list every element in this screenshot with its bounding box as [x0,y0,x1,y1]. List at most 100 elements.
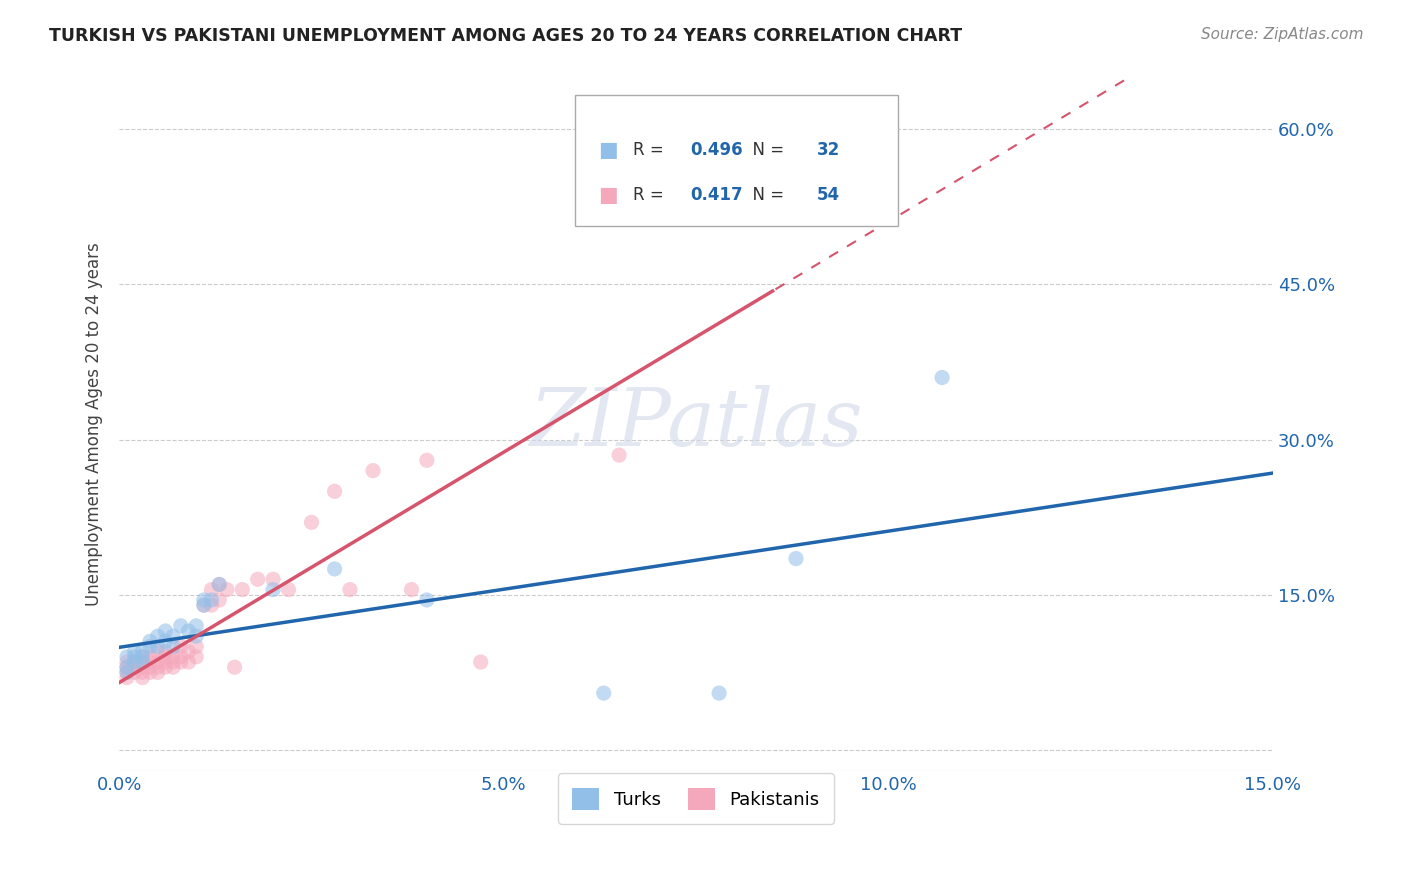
Point [208,577,231,591]
Point [139,655,162,669]
Point [170,655,193,669]
Point [115,655,138,669]
Point [170,640,193,654]
Point [592,686,614,700]
Point [401,582,423,597]
Point [124,660,146,674]
Point [186,629,208,643]
Point [131,665,153,680]
Point [186,640,208,654]
Point [124,645,146,659]
Point [262,572,284,586]
Text: ■: ■ [598,186,617,205]
Point [139,665,162,680]
Point [301,516,323,530]
Point [762,153,785,168]
Point [115,660,138,674]
Point [131,649,153,664]
Text: R =: R = [633,141,669,160]
Point [131,645,153,659]
Point [162,660,184,674]
Point [416,593,439,607]
Point [155,649,177,664]
Point [124,649,146,664]
Point [262,582,284,597]
Point [124,665,146,680]
Point [186,649,208,664]
Point [162,655,184,669]
Point [339,582,361,597]
Point [155,660,177,674]
Point [931,370,953,384]
Point [146,665,169,680]
Point [416,453,439,467]
Point [139,660,162,674]
Text: TURKISH VS PAKISTANI UNEMPLOYMENT AMONG AGES 20 TO 24 YEARS CORRELATION CHART: TURKISH VS PAKISTANI UNEMPLOYMENT AMONG … [49,27,962,45]
Point [131,655,153,669]
Point [470,655,492,669]
Text: R =: R = [633,186,669,204]
Point [186,619,208,633]
Point [155,655,177,669]
Point [177,645,200,659]
Point [200,598,222,612]
Point [139,649,162,664]
Text: ZIPatlas: ZIPatlas [529,385,863,463]
Point [200,582,222,597]
Point [124,655,146,669]
Point [115,671,138,685]
Text: 32: 32 [817,141,841,160]
Point [146,629,169,643]
Point [115,665,138,680]
Point [139,634,162,648]
Text: 54: 54 [817,186,841,204]
Point [115,665,138,680]
Point [124,655,146,669]
Point [146,640,169,654]
Point [139,640,162,654]
Point [193,598,215,612]
Point [707,686,730,700]
Text: 0.417: 0.417 [690,186,742,204]
Point [115,649,138,664]
Point [193,593,215,607]
Text: 0.496: 0.496 [690,141,742,160]
Point [193,598,215,612]
Point [323,562,346,576]
Point [246,572,269,586]
Point [215,582,238,597]
Point [361,464,384,478]
Text: N =: N = [742,141,790,160]
Point [170,619,193,633]
Point [277,582,299,597]
Point [208,593,231,607]
Y-axis label: Unemployment Among Ages 20 to 24 years: Unemployment Among Ages 20 to 24 years [86,243,103,606]
Text: Source: ZipAtlas.com: Source: ZipAtlas.com [1201,27,1364,42]
Point [131,671,153,685]
Point [162,649,184,664]
Point [146,655,169,669]
Point [155,624,177,638]
Point [231,582,253,597]
Point [162,640,184,654]
Point [155,645,177,659]
Point [177,655,200,669]
Text: N =: N = [742,186,790,204]
Point [208,577,231,591]
Point [170,649,193,664]
Legend: Turks, Pakistanis: Turks, Pakistanis [558,773,834,824]
Text: ■: ■ [598,140,617,161]
Point [607,448,630,462]
Point [131,649,153,664]
Point [131,660,153,674]
Point [155,634,177,648]
Point [323,484,346,499]
Point [146,660,169,674]
Point [131,655,153,669]
Point [162,629,184,643]
Point [115,660,138,674]
Point [200,593,222,607]
Point [785,551,807,566]
Point [224,660,246,674]
Point [146,645,169,659]
